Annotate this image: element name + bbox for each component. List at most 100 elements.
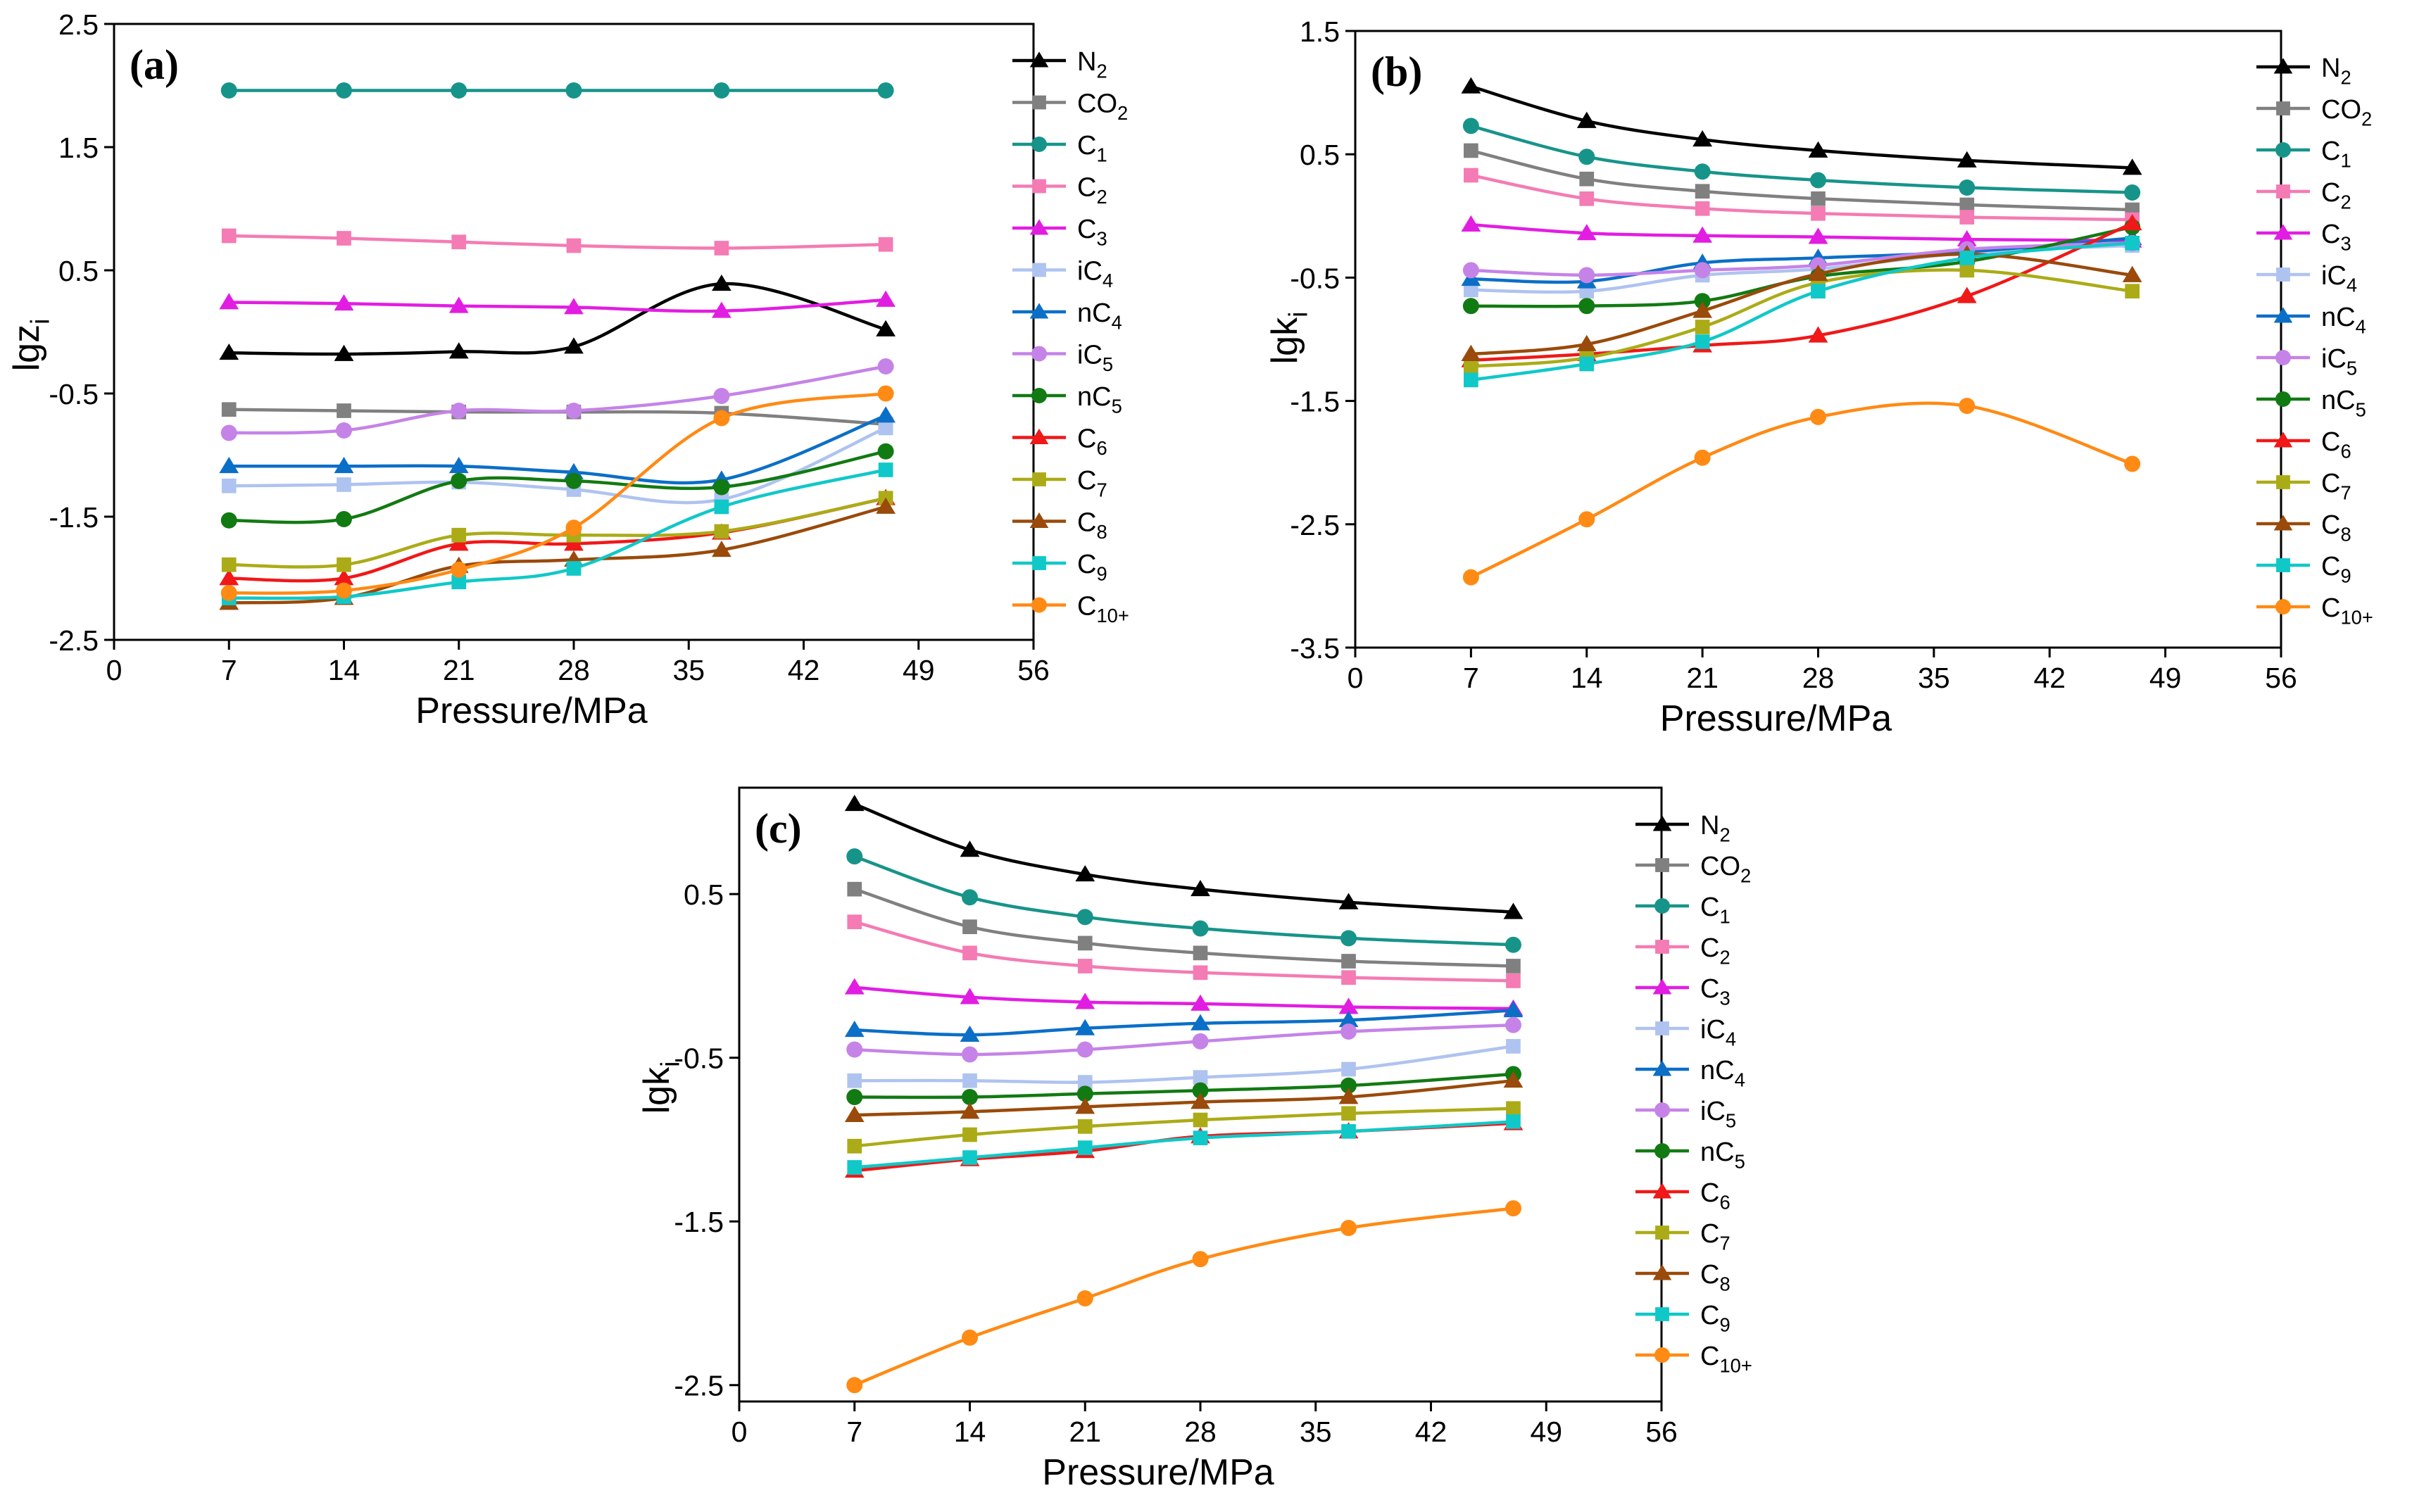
- legend-entry-b-C1: C1: [2321, 137, 2351, 172]
- panel-label-a: (a): [130, 42, 179, 88]
- x-tick-label-c-4: 28: [1184, 1416, 1217, 1448]
- legend-entry-b-C9-base: C: [2321, 552, 2340, 581]
- data-point-c-CO2-2: [1077, 935, 1093, 951]
- legend-entry-a-nC4: nC4: [1077, 298, 1122, 334]
- data-point-c-nC5-0: [846, 1088, 863, 1105]
- data-point-c-C1-1: [962, 889, 978, 906]
- data-point-b-N2-2: [1692, 130, 1713, 147]
- y-tick-label-c-0: -2.5: [674, 1370, 724, 1402]
- data-point-a-N2-3: [564, 337, 584, 354]
- data-point-b-nC5-1: [1578, 298, 1595, 315]
- data-point-a-C7-1: [337, 557, 351, 572]
- legend-entry-b-C2-base: C: [2321, 178, 2340, 208]
- legend-entry-a-C6-sub: 6: [1096, 437, 1107, 459]
- data-point-a-C6-3: [564, 534, 584, 551]
- legend-entry-a-C3-base: C: [1077, 215, 1096, 244]
- legend-entry-b-iC5-sub: 5: [2347, 358, 2357, 379]
- data-point-b-nC5-2: [1694, 293, 1711, 310]
- legend-entry-c-C7-base: C: [1700, 1219, 1719, 1249]
- y-axis-label-text-b-sub: i: [1283, 312, 1313, 317]
- y-axis-label-text-c-base: lgk: [636, 1066, 677, 1114]
- legend-entry-c-nC5-base: nC: [1700, 1138, 1735, 1167]
- series-group-b: [1461, 77, 2142, 586]
- series-line-c-C1: [854, 855, 1514, 947]
- data-point-a-C1-5: [877, 82, 894, 99]
- data-point-a-iC4-5: [878, 420, 893, 436]
- data-point-a-CO2-1: [337, 403, 351, 418]
- legend-entry-b-C10+-base: C: [2321, 593, 2340, 623]
- legend-entry-a-C9-sub: 9: [1096, 563, 1107, 585]
- legend-entry-a-C1-base: C: [1077, 131, 1096, 160]
- series-line-c-C2: [854, 920, 1514, 983]
- data-point-b-N2-3: [1808, 141, 1828, 158]
- x-tick-label-a-4: 28: [558, 654, 590, 686]
- series-line-b-C7: [1471, 268, 2133, 368]
- data-point-c-C9-2: [1077, 1140, 1093, 1155]
- panel-label-b: (b): [1371, 49, 1422, 95]
- data-point-c-nC5-3: [1192, 1082, 1209, 1099]
- legend-entry-b-C3-sub: 3: [2340, 233, 2351, 255]
- legend-entry-b-C8-sub: 8: [2340, 524, 2351, 546]
- data-point-a-C7-4: [714, 524, 729, 539]
- legend-entry-c-C9-sub: 9: [1719, 1314, 1730, 1336]
- data-point-b-iC4-0: [1464, 282, 1478, 298]
- legend-marker-a-C9: [1032, 556, 1046, 570]
- data-point-c-C8-3: [1191, 1092, 1210, 1109]
- data-point-a-N2-2: [448, 342, 469, 359]
- x-tick-label-c-3: 21: [1069, 1416, 1101, 1448]
- legend-marker-c-iC5: [1654, 1102, 1670, 1118]
- data-point-c-C8-4: [1338, 1088, 1359, 1104]
- legend-entry-a-C6: C6: [1077, 424, 1107, 460]
- legend-marker-c-C6: [1652, 1183, 1672, 1199]
- legend-marker-c-C9: [1655, 1307, 1669, 1321]
- series-line-c-C8: [854, 1078, 1514, 1117]
- data-point-c-C7-4: [1341, 1106, 1356, 1121]
- data-point-a-iC5-5: [877, 358, 894, 374]
- data-point-b-C6-3: [1808, 326, 1828, 343]
- legend-entry-a-C8: C8: [1077, 508, 1107, 543]
- x-axis-label-b: Pressure/MPa: [1660, 698, 1892, 739]
- legend-marker-b-nC5: [2275, 391, 2291, 407]
- legend-entry-a-C7-base: C: [1077, 466, 1096, 496]
- legend-entry-a-iC4: iC4: [1077, 257, 1113, 292]
- y-axis-label-text-a-sub: i: [25, 319, 55, 325]
- data-point-c-C8-0: [844, 1105, 865, 1122]
- legend-marker-b-nC4: [2273, 307, 2293, 323]
- data-point-b-C8-0: [1461, 344, 1481, 361]
- data-point-c-C7-2: [1077, 1119, 1093, 1134]
- data-point-b-N2-1: [1576, 111, 1597, 128]
- data-point-b-CO2-2: [1695, 184, 1710, 199]
- data-point-a-C10+-3: [565, 519, 582, 536]
- x-tick-label-b-5: 35: [1918, 662, 1950, 694]
- data-point-c-iC5-1: [962, 1046, 978, 1063]
- data-point-a-C10+-2: [451, 561, 467, 578]
- legend-entry-c-nC4: nC4: [1700, 1056, 1745, 1091]
- data-point-c-C9-1: [962, 1150, 977, 1165]
- legend-entry-c-iC5-sub: 5: [1726, 1110, 1736, 1132]
- data-point-c-iC4-0: [847, 1073, 862, 1088]
- legend-entry-c-CO2-sub: 2: [1740, 865, 1751, 887]
- data-point-c-CO2-5: [1506, 959, 1521, 974]
- legend-marker-a-iC4: [1032, 263, 1046, 277]
- data-point-b-CO2-4: [1959, 197, 1975, 213]
- legend-entry-a-C9: C9: [1077, 550, 1107, 585]
- series-line-c-CO2: [854, 888, 1514, 968]
- y-axis-label-text-b: lgki: [1264, 312, 1313, 365]
- data-point-c-iC4-1: [962, 1073, 977, 1088]
- y-tick-label-a-3: 0.5: [58, 255, 99, 287]
- legend-entry-a-C8-sub: 8: [1096, 521, 1107, 543]
- data-point-c-C3-1: [960, 988, 980, 1004]
- series-line-b-C10+: [1470, 401, 2133, 579]
- data-point-b-nC5-0: [1462, 298, 1479, 315]
- series-line-c-iC4: [854, 1045, 1514, 1084]
- legend-entry-b-C7-base: C: [2321, 469, 2340, 498]
- data-point-a-C6-2: [448, 534, 469, 551]
- legend-entry-b-C7: C7: [2321, 469, 2351, 504]
- data-point-c-iC4-4: [1341, 1061, 1356, 1077]
- data-point-a-nC4-2: [448, 457, 469, 474]
- data-point-a-C7-0: [221, 557, 237, 572]
- legend-entry-a-iC5-sub: 5: [1103, 353, 1113, 375]
- legend-entry-b-nC5: nC5: [2321, 386, 2366, 421]
